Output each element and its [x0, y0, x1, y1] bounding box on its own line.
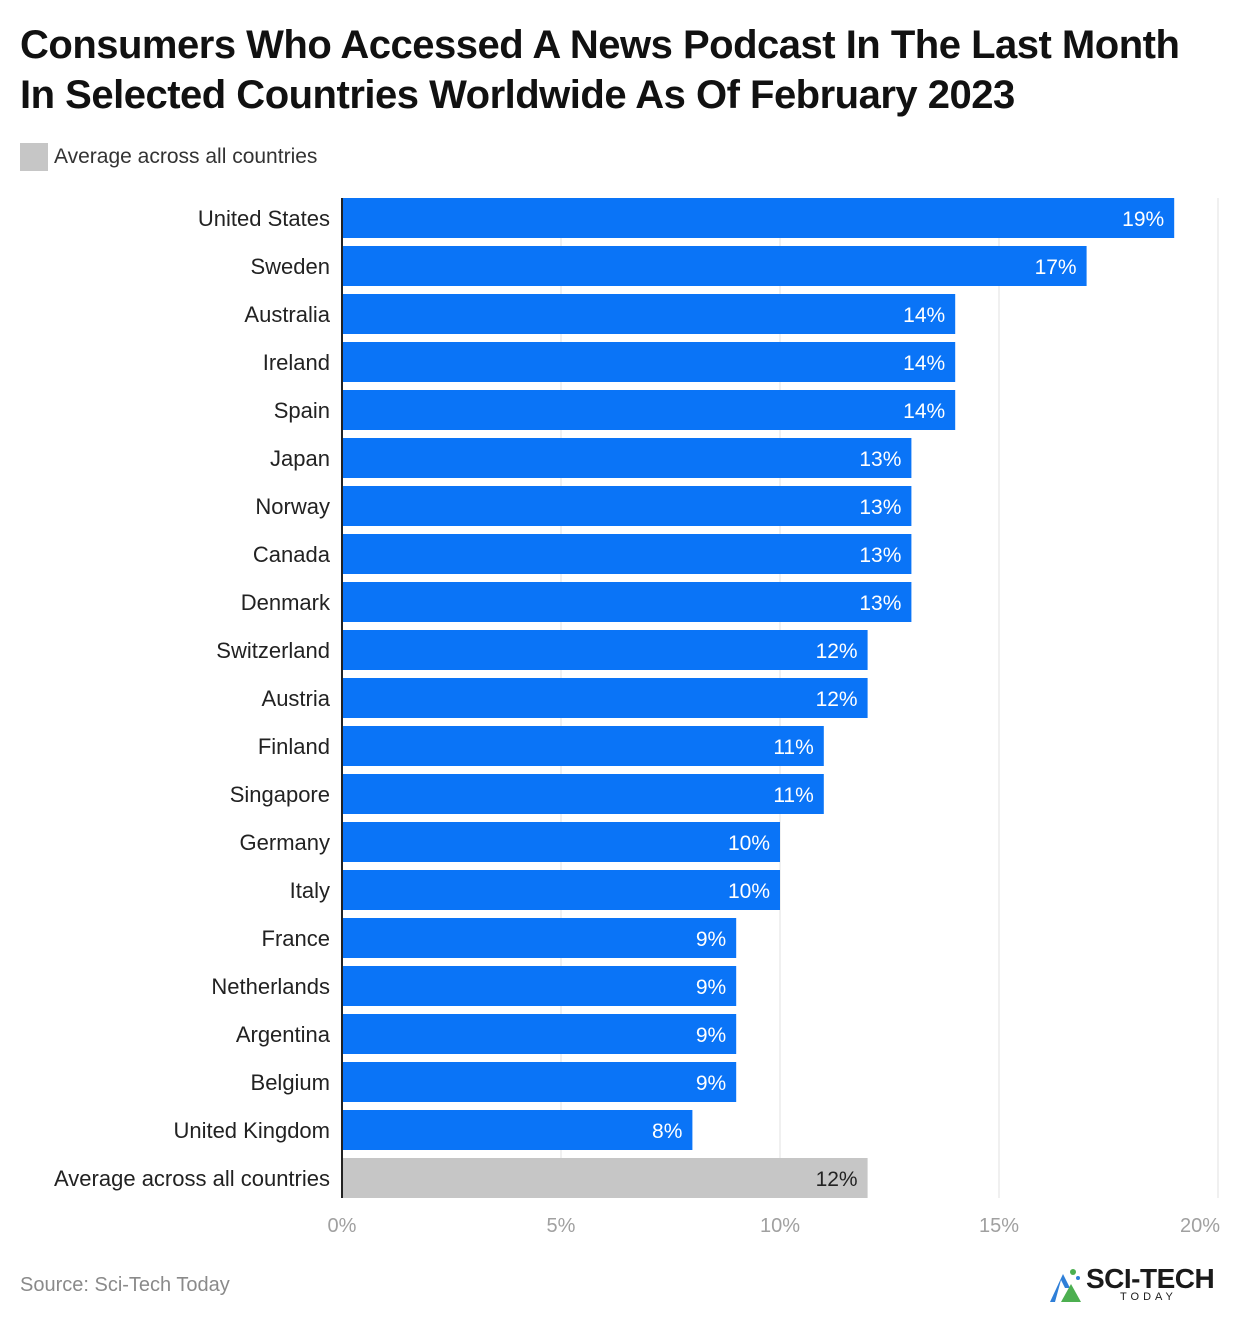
- bar-value-label: 8%: [652, 1120, 682, 1143]
- bar: [342, 726, 824, 766]
- logo-subtext: TODAY: [1120, 1291, 1177, 1303]
- bar: [342, 1062, 737, 1102]
- bar: [342, 246, 1087, 286]
- x-tick-label: 5%: [547, 1215, 576, 1237]
- category-label: Average across all countries: [54, 1166, 330, 1191]
- x-tick-label: 10%: [760, 1215, 800, 1237]
- bar: [342, 966, 737, 1006]
- bar: [342, 582, 912, 622]
- logo-text: SCI-TECH: [1086, 1263, 1215, 1294]
- bar: [342, 678, 868, 718]
- bar-value-label: 9%: [696, 1024, 726, 1047]
- sci-tech-logo: SCI-TECH TODAY: [1046, 1262, 1226, 1306]
- bar-value-label: 13%: [859, 496, 901, 519]
- bar: [342, 774, 824, 814]
- chart-title: Consumers Who Accessed A News Podcast In…: [20, 23, 1180, 117]
- bar-value-label: 14%: [903, 352, 945, 375]
- category-label: Italy: [290, 878, 330, 903]
- bar: [342, 1158, 868, 1198]
- bar: [342, 438, 912, 478]
- bar-value-label: 10%: [728, 880, 770, 903]
- bar-value-label: 9%: [696, 1072, 726, 1095]
- category-label: Sweden: [250, 254, 330, 279]
- bar: [342, 294, 956, 334]
- bar: [342, 198, 1175, 238]
- bar-value-label: 10%: [728, 832, 770, 855]
- bar-value-label: 13%: [859, 448, 901, 471]
- x-tick-label: 20%: [1180, 1215, 1220, 1237]
- bar-value-label: 12%: [816, 688, 858, 711]
- bar-value-label: 17%: [1035, 256, 1077, 279]
- category-label: Switzerland: [216, 638, 330, 663]
- source-note: Source: Sci-Tech Today: [20, 1274, 230, 1296]
- category-label: Argentina: [236, 1022, 331, 1047]
- category-label: United Kingdom: [173, 1118, 330, 1143]
- bar-value-label: 19%: [1122, 208, 1164, 231]
- bar: [342, 630, 868, 670]
- bar: [342, 870, 780, 910]
- logo-mark-icon: [1050, 1269, 1081, 1302]
- x-tick-label: 0%: [328, 1215, 357, 1237]
- category-label: Netherlands: [211, 974, 330, 999]
- bar-value-label: 14%: [903, 304, 945, 327]
- category-label: United States: [198, 206, 330, 231]
- bar: [342, 1014, 737, 1054]
- x-tick-labels: 0% 5% 10% 15% 20%: [328, 1215, 1221, 1237]
- category-label: Japan: [270, 446, 330, 471]
- x-tick-label: 15%: [979, 1215, 1019, 1237]
- bar-value-label: 14%: [903, 400, 945, 423]
- category-label: Ireland: [263, 350, 330, 375]
- category-label: France: [262, 926, 330, 951]
- bar: [342, 822, 780, 862]
- category-label: Denmark: [241, 590, 331, 615]
- category-label: Norway: [255, 494, 330, 519]
- category-label: Spain: [274, 398, 330, 423]
- bar-value-label: 9%: [696, 928, 726, 951]
- legend: Average across all countries: [20, 143, 317, 171]
- bar-value-label: 13%: [859, 544, 901, 567]
- category-label: Belgium: [251, 1070, 330, 1095]
- category-label: Singapore: [230, 782, 330, 807]
- category-label: Australia: [244, 302, 330, 327]
- category-label: Canada: [253, 542, 331, 567]
- bar: [342, 390, 956, 430]
- bar: [342, 486, 912, 526]
- category-labels: United States Sweden Australia Ireland Spain…: [54, 206, 331, 1191]
- bar-value-label: 11%: [773, 784, 813, 807]
- bar-value-label: 11%: [773, 736, 813, 759]
- bar: [342, 918, 737, 958]
- legend-swatch: [20, 143, 48, 171]
- bar: [342, 1110, 693, 1150]
- category-label: Finland: [258, 734, 330, 759]
- bar-value-label: 9%: [696, 976, 726, 999]
- bar: [342, 534, 912, 574]
- bar-chart: 19% 17% 14% 14% 14% 13% 13% 13% 13% 12% 12% 11% 11% 1…: [54, 198, 1221, 1237]
- bar-value-label: 13%: [859, 592, 901, 615]
- category-label: Austria: [262, 686, 331, 711]
- legend-label: Average across all countries: [54, 145, 318, 168]
- bar-value-label: 12%: [816, 1168, 858, 1191]
- bars: 19% 17% 14% 14% 14% 13% 13% 13% 13% 12% 12% 11% 11% 1…: [342, 198, 1175, 1198]
- bar-value-label: 12%: [816, 640, 858, 663]
- bar: [342, 342, 956, 382]
- category-label: Germany: [240, 830, 330, 855]
